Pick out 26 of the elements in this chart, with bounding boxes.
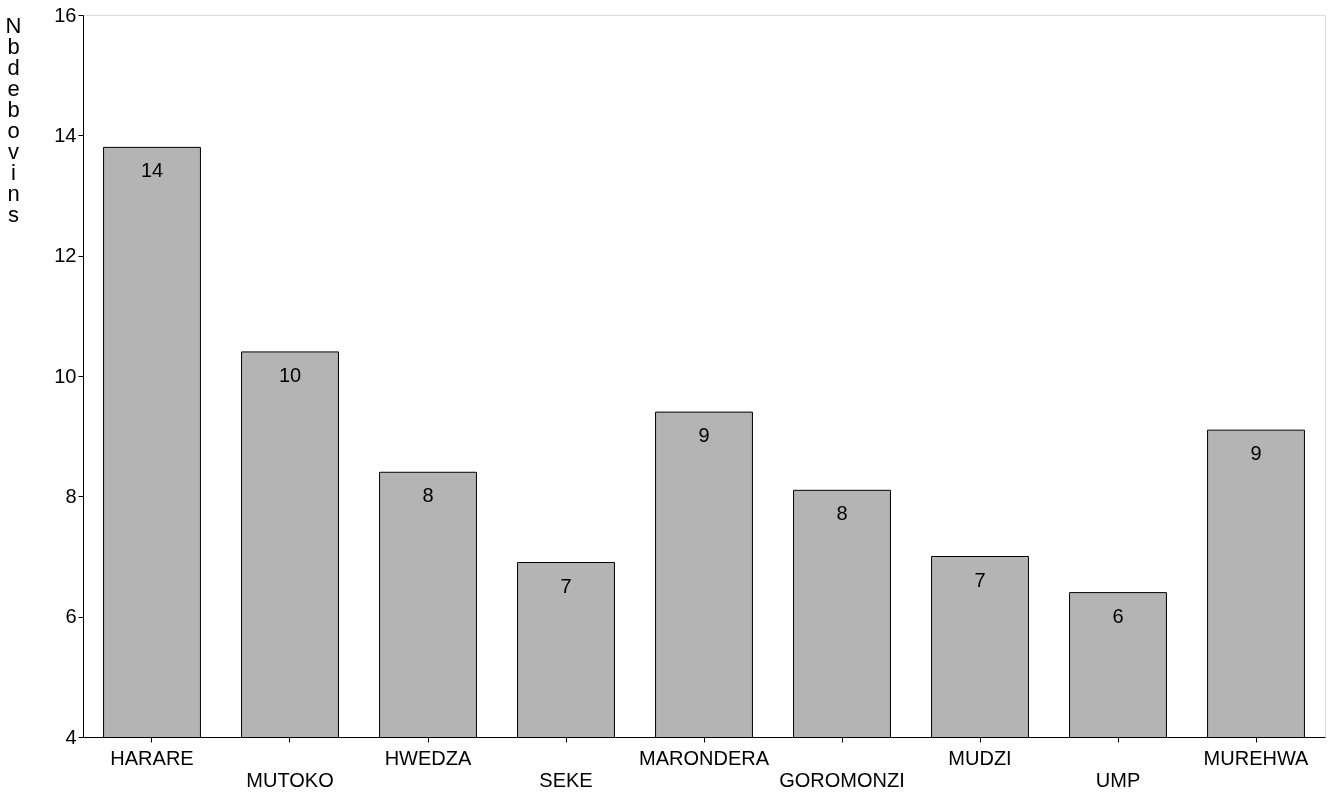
x-tick-label: GOROMONZI [779,768,905,791]
x-tick-label: HWEDZA [384,746,472,769]
y-tick-label: 4 [65,725,77,748]
x-tick-label: MUREHWA [1203,746,1310,769]
data-label: 8 [836,502,848,525]
y-tick-label: 12 [54,244,77,267]
x-tick-label: MUTOKO [246,768,334,791]
data-label: 7 [974,568,986,591]
data-label: 7 [560,574,572,597]
data-label: 9 [1250,442,1262,465]
y-tick-label: 10 [54,364,77,387]
y-tick-label: 6 [65,605,77,628]
text: Nb de bovins [5,12,22,227]
x-tick-label: UMP [1095,768,1141,791]
y-tick-label: 14 [54,123,77,146]
y-tick-label: 16 [54,3,77,26]
y-tick-label: 8 [65,484,77,507]
data-label: 10 [278,363,302,386]
x-tick-label: MUDZI [948,746,1012,769]
data-label: 6 [1112,604,1124,627]
x-tick-label: SEKE [539,768,593,791]
data-label: 8 [422,484,434,507]
data-label: 9 [698,424,710,447]
x-tick-label: MARONDERA [638,746,770,769]
data-label: 14 [140,159,164,182]
x-tick-label: HARARE [110,746,194,769]
